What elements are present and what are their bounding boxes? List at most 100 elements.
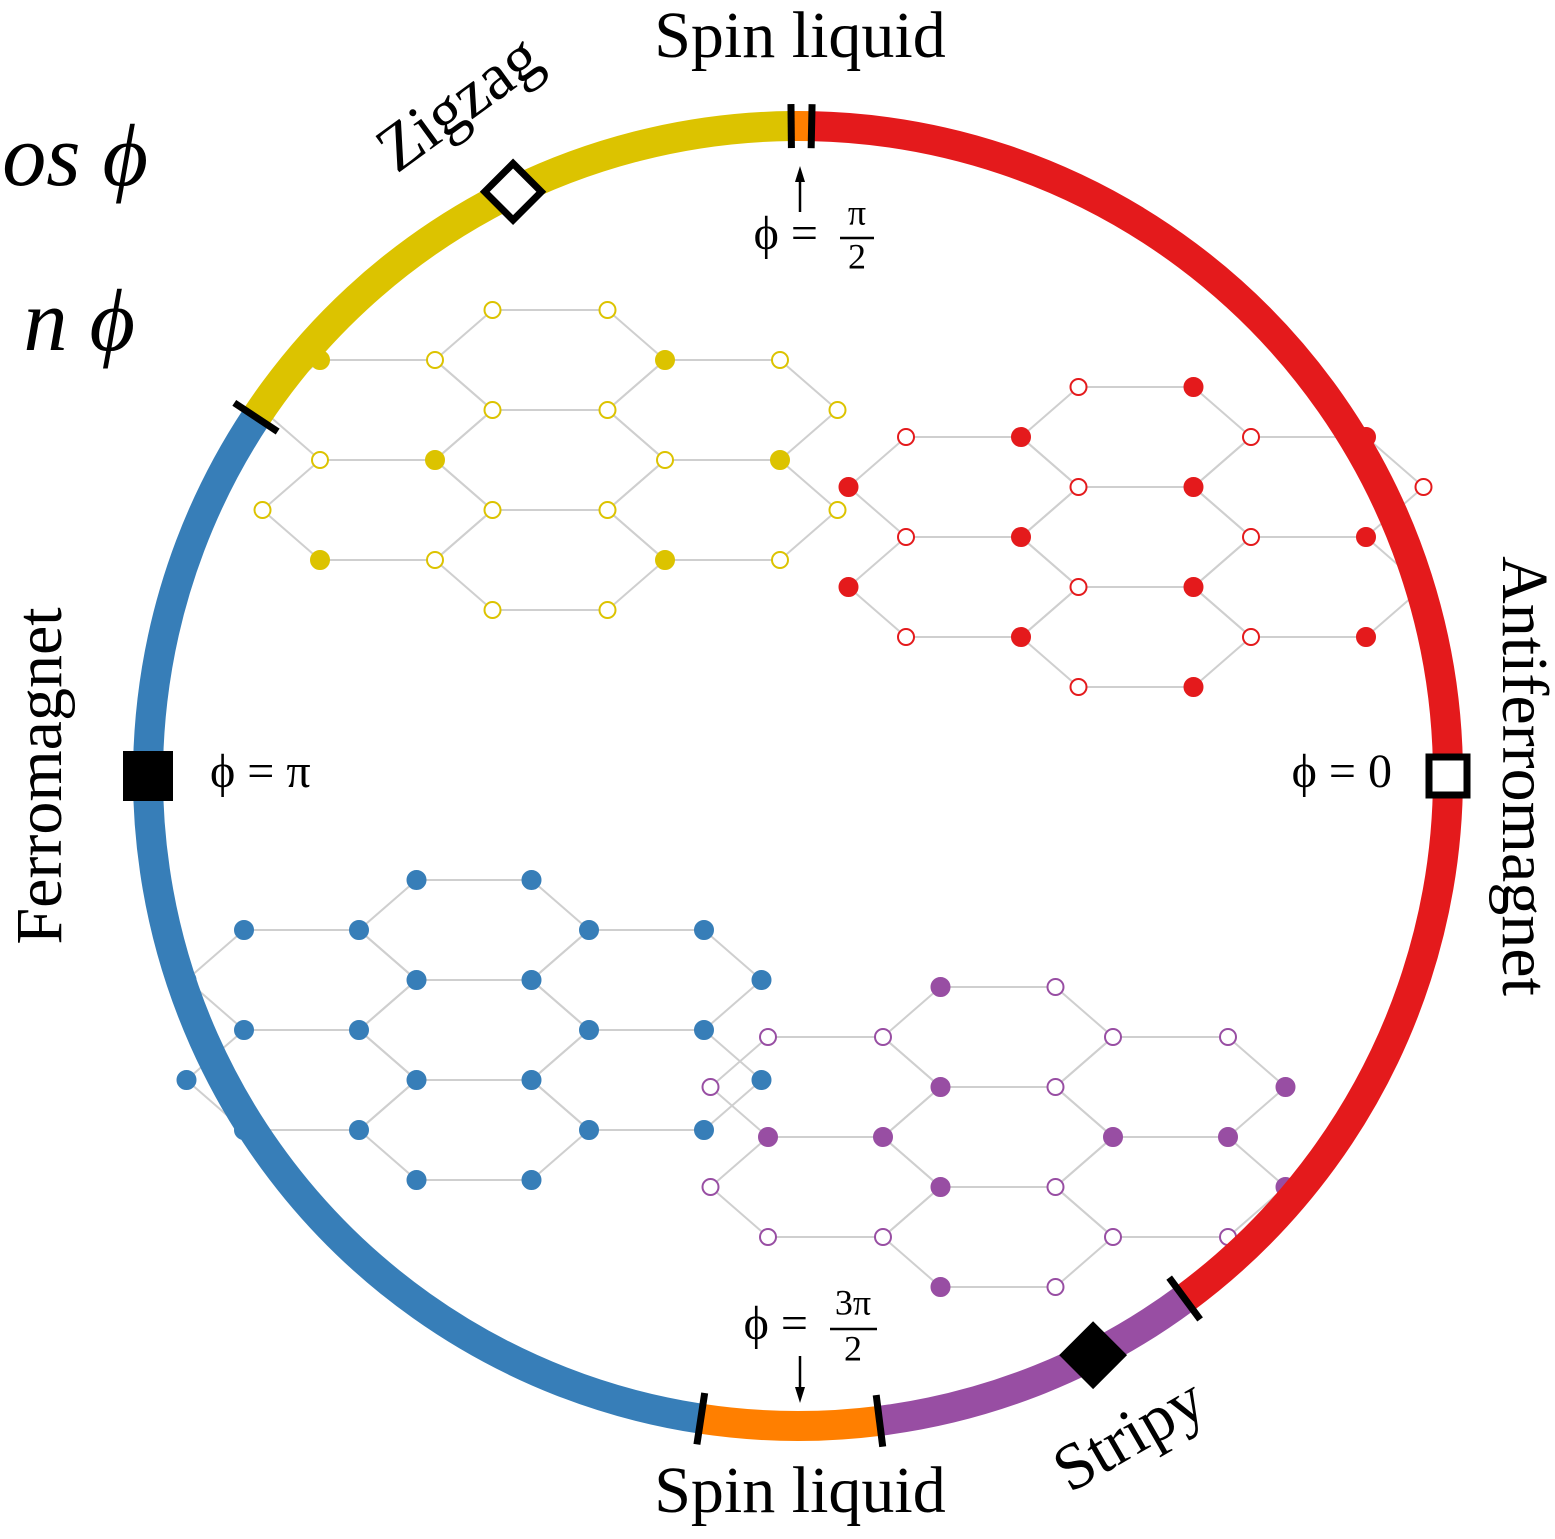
lattice-bond (359, 980, 417, 1030)
lattice-site (1012, 528, 1030, 546)
lattice-bond (704, 1030, 762, 1080)
phase-marker (1429, 757, 1467, 795)
lattice-site (408, 871, 426, 889)
lattice-bond (435, 410, 493, 460)
fraction-numerator: π (848, 192, 866, 232)
lattice-site (695, 921, 713, 939)
lattice-bond (532, 880, 590, 930)
fraction-denominator: 2 (848, 236, 866, 276)
lattice-bond (187, 930, 245, 980)
lattice-site (255, 502, 271, 518)
lattice-bond (883, 987, 941, 1037)
lattice-site (840, 578, 858, 596)
lattice-bond (532, 980, 590, 1030)
lattice-bond (711, 1137, 769, 1187)
lattice-site (898, 629, 914, 645)
lattice-bond (849, 587, 907, 637)
lattice-bond (780, 510, 838, 560)
lattice-site (830, 502, 846, 518)
lattice-bond (435, 560, 493, 610)
lattice-site (932, 978, 950, 996)
lattice-bond (608, 510, 666, 560)
lattice-site (426, 451, 444, 469)
phase-ring (123, 104, 1467, 1447)
lattice-site (703, 1079, 719, 1095)
lattice-bond (263, 460, 321, 510)
lattice-site (485, 302, 501, 318)
phase-boundary-tick (811, 104, 812, 148)
lattice-bond (1021, 437, 1079, 487)
lattice-site (1071, 679, 1087, 695)
lattice-bond (780, 460, 838, 510)
header-fragment: n ϕ (23, 273, 135, 370)
lattice-bond (435, 510, 493, 560)
lattice-site (408, 1171, 426, 1189)
lattice-site (830, 402, 846, 418)
phase-marker (123, 751, 173, 801)
lattice-site (1185, 478, 1203, 496)
lattice-bond (704, 980, 762, 1030)
lattice-site (840, 478, 858, 496)
phase-diagram: os ϕ n ϕ Spin liquid Spin liquid Zigzag … (0, 0, 1555, 1539)
lattice-site (580, 921, 598, 939)
phase-arc (701, 1419, 880, 1426)
lattice-site (695, 1121, 713, 1139)
lattice-bond (263, 510, 321, 560)
lattice-bond (883, 1037, 941, 1087)
lattice-site (898, 429, 914, 445)
lattice-bond (608, 560, 666, 610)
lattice-site (427, 352, 443, 368)
honeycomb-lattice (703, 978, 1295, 1296)
lattice-bond (359, 1080, 417, 1130)
lattice-site (1048, 979, 1064, 995)
lattice-bond (1194, 387, 1252, 437)
lattice-site (1071, 479, 1087, 495)
lattice-site (695, 1021, 713, 1039)
lattice-site (753, 1071, 771, 1089)
lattice-bond (849, 487, 907, 537)
lattice-site (657, 452, 673, 468)
lattice-site (932, 1278, 950, 1296)
lattice-bond (1056, 1037, 1114, 1087)
phase-boundary-tick (876, 1395, 883, 1447)
lattice-site (1220, 1029, 1236, 1045)
angle-annotation: ϕ = 0 (1292, 745, 1392, 798)
lattice-bond (849, 437, 907, 487)
lattice-bond (1194, 437, 1252, 487)
lattice-site (427, 552, 443, 568)
lattice-site (350, 921, 368, 939)
lattice-site (523, 971, 541, 989)
lattice-site (703, 1179, 719, 1195)
lattice-site (1243, 429, 1259, 445)
lattice-site (1012, 428, 1030, 446)
phase-boundary-tick (697, 1393, 705, 1444)
lattice-bond (711, 1187, 769, 1237)
lattice-site (485, 502, 501, 518)
lattice-bond (1194, 537, 1252, 587)
lattice-bond (780, 360, 838, 410)
lattice-bond (883, 1137, 941, 1187)
lattice-site (235, 921, 253, 939)
lattice-site (600, 602, 616, 618)
lattice-site (523, 871, 541, 889)
lattice-bond (359, 880, 417, 930)
lattice-bond (1056, 987, 1114, 1037)
lattice-site (656, 351, 674, 369)
lattices (178, 302, 1432, 1296)
angle-annotation: ϕ = (754, 207, 818, 260)
lattice-site (312, 452, 328, 468)
lattice-site (1277, 1078, 1295, 1096)
lattice-site (523, 1171, 541, 1189)
lattice-site (898, 529, 914, 545)
lattice-site (600, 502, 616, 518)
lattice-bond (1194, 587, 1252, 637)
lattice-site (1071, 379, 1087, 395)
lattice-site (1357, 528, 1375, 546)
lattice-site (932, 1178, 950, 1196)
phase-label: Stripy (1041, 1363, 1217, 1507)
lattice-site (311, 551, 329, 569)
lattice-site (408, 971, 426, 989)
lattice-bond (1194, 637, 1252, 687)
angle-annotation: ϕ = π (210, 745, 311, 798)
lattice-bond (608, 410, 666, 460)
